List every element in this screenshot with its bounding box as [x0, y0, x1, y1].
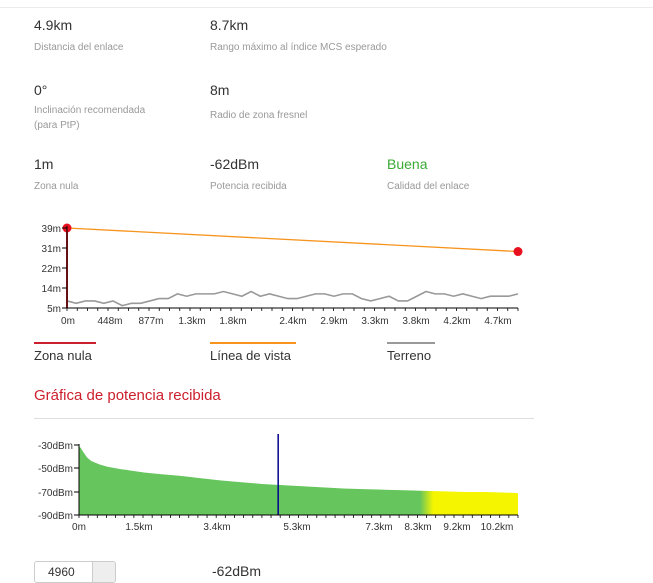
max-range-label: Rango máximo al índice MCS esperado [210, 42, 387, 53]
profile-x-tick-label: 4.7km [484, 316, 511, 327]
legend-line-of-sight: Línea de vista [210, 342, 296, 363]
power-y-tick-label: -30dBm [38, 441, 73, 452]
profile-x-tick-label: 3.8km [402, 316, 429, 327]
power-x-tick-label: 7.3km [365, 522, 392, 533]
power-y-tick-label: -90dBm [38, 511, 73, 522]
quality-label: Calidad del enlace [387, 181, 470, 192]
elevation-profile-chart: 0m 448m 877m 1.3km 1.8km 2.4km 2.9km 3.3km 3.8km… [42, 223, 523, 327]
fresnel-label: Radio de zona fresnel [210, 110, 308, 121]
profile-x-tick-label: 877m [138, 316, 163, 327]
metric-quality: Buena Calidad del enlace [387, 155, 469, 194]
power-y-tick-label: -70dBm [38, 488, 73, 499]
fresnel-value: 8m [210, 82, 230, 98]
profile-y-tick-label: 14m [42, 284, 61, 295]
legend-null-zone: Zona nula [34, 342, 96, 363]
section-divider [34, 418, 534, 419]
profile-y-tick-label: 31m [42, 244, 61, 255]
profile-x-tick-label: 1.3km [178, 316, 205, 327]
power-x-tick-label: 1.5km [125, 522, 152, 533]
profile-y-tick-label: 22m [42, 264, 61, 275]
metric-distance: 4.9km Distancia del enlace [34, 16, 124, 55]
null-zone-label: Zona nula [34, 181, 79, 192]
tilt-value: 0° [34, 82, 48, 98]
power-y-tick-label: -50dBm [38, 464, 73, 475]
antenna-b-marker [513, 247, 523, 257]
power-x-tick-label: 5.3km [283, 522, 310, 533]
terrain-line [66, 290, 519, 307]
profile-y-tick-label: 5m [47, 304, 61, 315]
power-x-tick-label: 10.2km [481, 522, 514, 533]
rx-power-label: Potencia recibida [210, 181, 287, 192]
legend-line-of-sight-label: Línea de vista [210, 348, 291, 363]
legend-terrain: Terreno [387, 342, 435, 363]
profile-x-tick-label: 2.4km [279, 316, 306, 327]
bottom-power-value: -62dBm [212, 563, 262, 579]
frequency-select-button[interactable] [92, 562, 115, 582]
rx-power-value: -62dBm [210, 156, 260, 172]
metric-tilt: 0° Inclinación recomendada (para PtP) [34, 81, 145, 133]
null-zone-value: 1m [34, 156, 54, 172]
profile-x-tick-label: 1.8km [219, 316, 246, 327]
profile-y-tick-label: 39m [42, 224, 61, 235]
distance-value: 4.9km [34, 17, 73, 33]
power-chart-title: Gráfica de potencia recibida [34, 387, 221, 404]
profile-x-tick-label: 2.9km [320, 316, 347, 327]
max-range-value: 8.7km [210, 17, 249, 33]
metric-rx-power: -62dBm Potencia recibida [210, 155, 287, 194]
power-x-tick-label: 0m [72, 522, 86, 533]
received-power-chart: 0m 1.5km 3.4km 5.3km 7.3km 8.3km 9.2km 10.2km -… [38, 434, 519, 533]
power-x-tick-label: 9.2km [443, 522, 470, 533]
power-x-tick-label: 3.4km [203, 522, 230, 533]
legend-null-zone-label: Zona nula [34, 348, 92, 363]
received-power-area [79, 446, 518, 515]
top-divider [0, 7, 653, 8]
power-x-tick-label: 8.3km [404, 522, 431, 533]
profile-x-tick-label: 4.2km [443, 316, 470, 327]
profile-x-tick-label: 448m [97, 316, 122, 327]
frequency-select[interactable]: 4960 [34, 561, 116, 583]
frequency-value: 4960 [48, 565, 75, 579]
profile-x-tick-label: 0m [61, 316, 75, 327]
legend-terrain-label: Terreno [387, 348, 432, 363]
tilt-label: Inclinación recomendada [34, 105, 146, 116]
line-of-sight-line [66, 227, 519, 253]
metric-null-zone: 1m Zona nula [34, 155, 78, 194]
metric-max-range: 8.7km Rango máximo al índice MCS esperad… [210, 16, 387, 55]
quality-value: Buena [387, 156, 428, 172]
tilt-label-sub: (para PtP) [34, 120, 80, 131]
distance-label: Distancia del enlace [34, 42, 124, 53]
profile-x-tick-label: 3.3km [361, 316, 388, 327]
metric-fresnel: 8m Radio de zona fresnel [210, 81, 307, 123]
